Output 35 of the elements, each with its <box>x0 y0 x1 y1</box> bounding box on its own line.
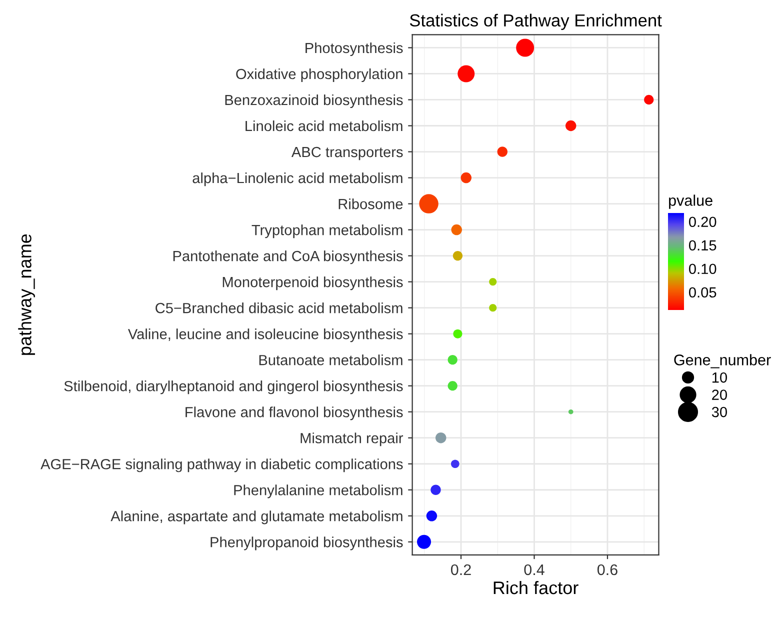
y-tick-label: Oxidative phosphorylation <box>236 68 402 82</box>
y-tick-label: Phenylalanine metabolism <box>234 484 402 498</box>
y-tick-label: AGE−RAGE signaling pathway in diabetic complications <box>40 458 403 472</box>
y-axis-title: pathway_name <box>18 234 35 355</box>
legend-label: 10 <box>712 372 727 383</box>
legend-label: 30 <box>712 406 727 418</box>
color-bar-label: 0.15 <box>688 240 716 251</box>
color-bar-label: 0.05 <box>688 287 716 298</box>
color-bar-label: 0.20 <box>688 216 716 228</box>
y-tick-label: Linoleic acid metabolism <box>246 120 402 132</box>
y-tick-label: Alanine, aspartate and glutamate metabolism <box>110 510 402 524</box>
y-tick-label: Pantothenate and CoA biosynthesis <box>173 250 403 264</box>
color-bar-label: 0.10 <box>688 264 716 274</box>
y-tick-label: C5−Branched dibasic acid metabolism <box>156 302 402 314</box>
x-tick-label: 0.2 <box>450 564 471 576</box>
legend-title: Gene_number <box>674 354 771 368</box>
y-tick-label: Benzoxazinoid biosynthesis <box>225 94 403 108</box>
y-tick-label: ABC transporters <box>291 146 403 160</box>
y-tick-label: alpha−Linolenic acid metabolism <box>192 172 402 186</box>
y-tick-label: Photosynthesis <box>306 42 403 56</box>
color-bar-title: pvalue <box>669 194 712 209</box>
legend-label: 20 <box>712 390 727 400</box>
y-tick-label: Butanoate metabolism <box>259 354 402 366</box>
y-tick-label: Flavone and flavonol biosynthesis <box>186 406 403 420</box>
y-tick-label: Valine, leucine and isoleucine biosynthesis <box>128 328 403 342</box>
y-tick-label: Tryptophan metabolism <box>252 224 402 238</box>
y-tick-label: Stilbenoid, diarylheptanoid and gingerol biosynthesis <box>64 380 403 394</box>
y-tick-label: Mismatch repair <box>300 432 404 446</box>
chart-title: Statistics of Pathway Enrichment <box>410 14 662 30</box>
x-tick-label: 0.4 <box>524 564 544 576</box>
y-tick-label: Phenylpropanoid biosynthesis <box>210 536 403 550</box>
x-tick-label: 0.6 <box>597 564 618 576</box>
y-tick-label: Monoterpenoid biosynthesis <box>222 276 403 290</box>
x-axis-title: Rich factor <box>494 580 578 594</box>
y-tick-label: Ribosome <box>338 198 403 210</box>
